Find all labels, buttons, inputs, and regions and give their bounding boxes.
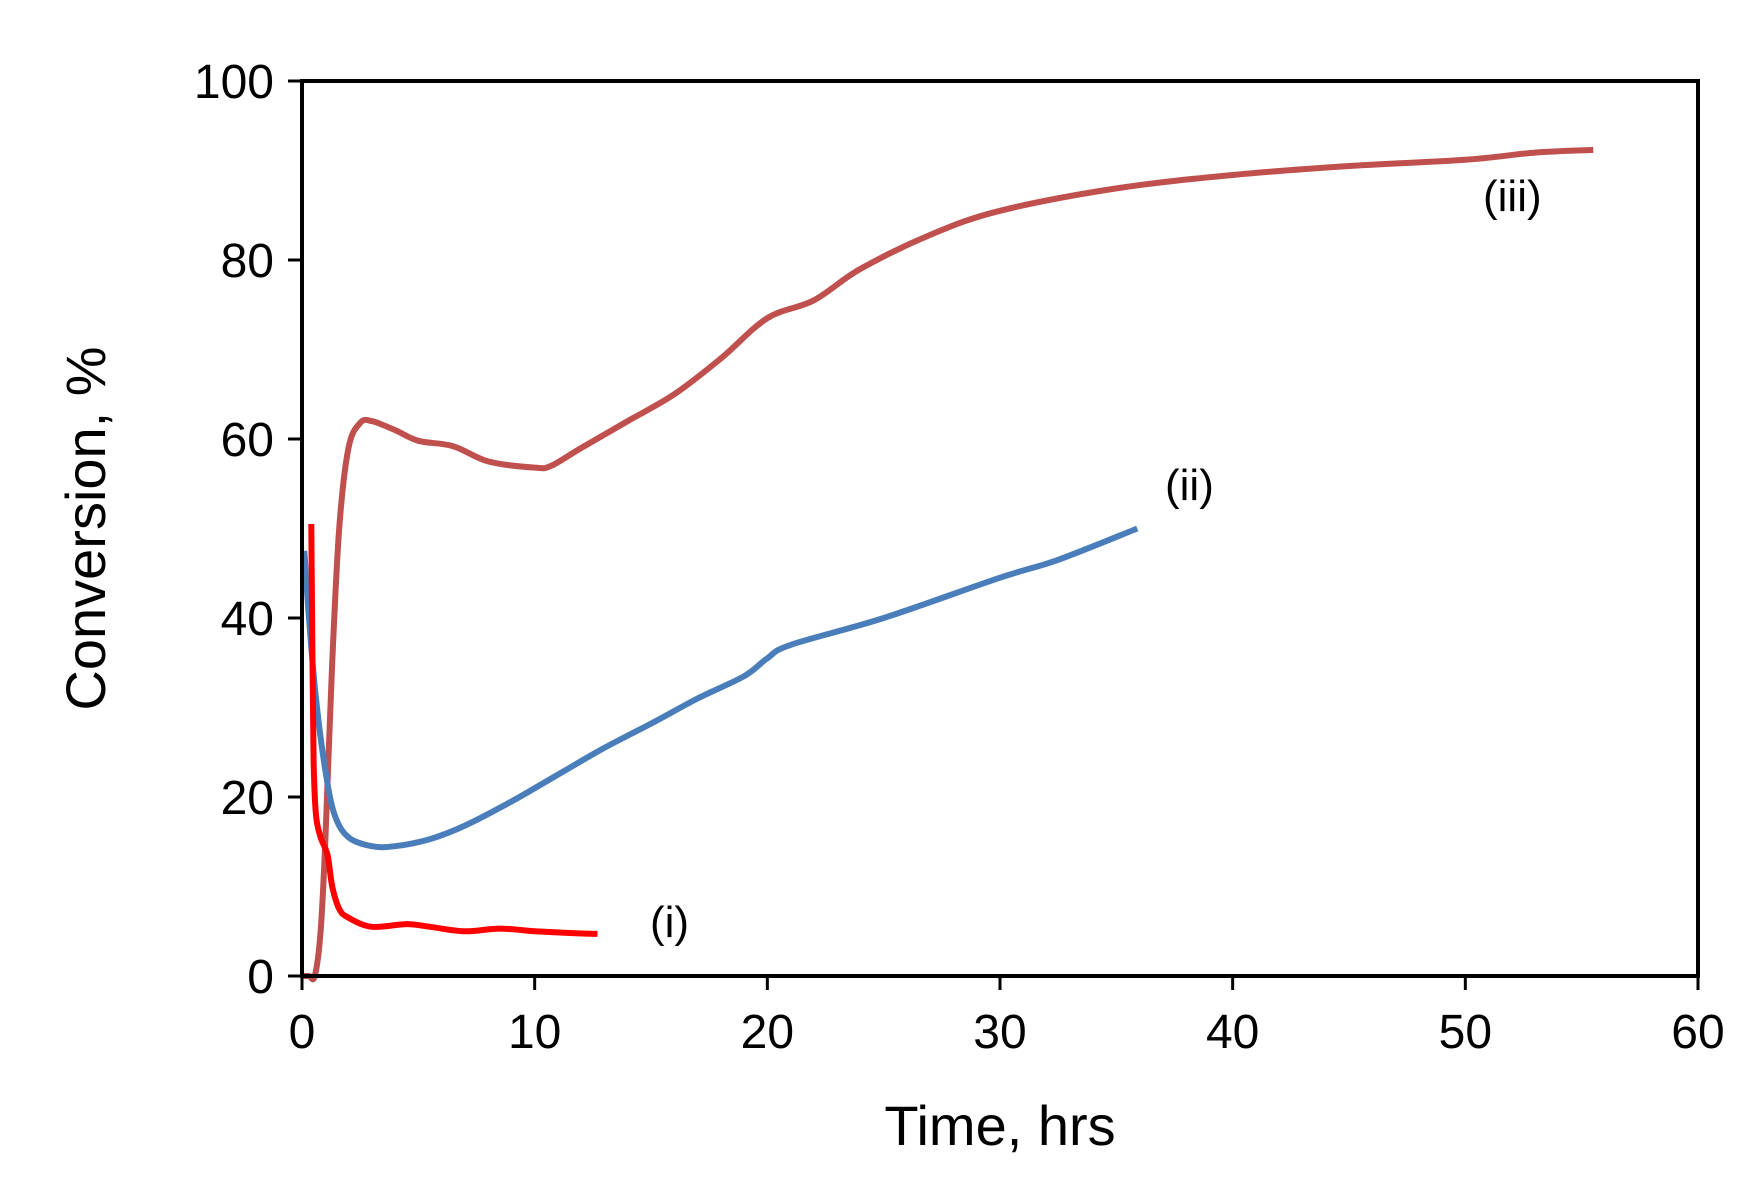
series-ii-label: (ii)	[1165, 461, 1214, 510]
series-labels: (i) (ii) (iii)	[650, 172, 1542, 947]
y-axis-title: Conversion, %	[54, 346, 117, 710]
y-axis-ticks: 0 20 40 60 80 100	[194, 56, 302, 1004]
y-tick-label: 20	[221, 772, 274, 825]
x-axis-ticks: 0 10 20 30 40 50 60	[289, 976, 1725, 1059]
series-iii-line	[302, 146, 1594, 983]
series-ii-line	[301, 525, 1139, 851]
x-tick-label: 30	[973, 1006, 1026, 1059]
x-tick-label: 0	[289, 1006, 316, 1059]
series-i-label: (i)	[650, 898, 689, 947]
x-tick-label: 20	[741, 1006, 794, 1059]
series-layer	[301, 146, 1594, 983]
x-tick-label: 40	[1206, 1006, 1259, 1059]
x-tick-label: 10	[508, 1006, 561, 1059]
y-tick-label: 100	[194, 56, 274, 109]
series-i-line	[308, 523, 598, 937]
y-tick-label: 40	[221, 593, 274, 646]
y-tick-label: 60	[221, 414, 274, 467]
x-tick-label: 50	[1439, 1006, 1492, 1059]
x-tick-label: 60	[1671, 1006, 1724, 1059]
series-iii-label: (iii)	[1483, 172, 1542, 221]
y-tick-label: 0	[247, 951, 274, 1004]
x-axis-title: Time, hrs	[884, 1094, 1115, 1157]
y-tick-label: 80	[221, 235, 274, 288]
